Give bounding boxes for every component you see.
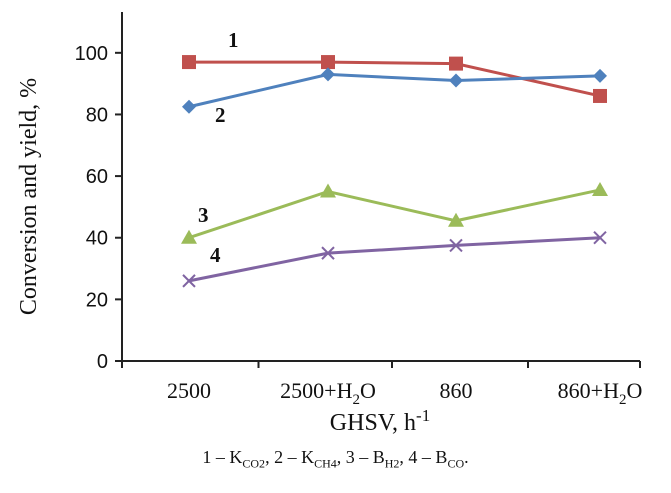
- series-label-3: 3: [198, 203, 209, 227]
- series-layer: [181, 55, 608, 288]
- series-1: [182, 55, 607, 103]
- y-tick-label: 60: [86, 166, 108, 188]
- x-axis-title: GHSV, h-1: [330, 406, 430, 436]
- data-point: [448, 212, 464, 227]
- data-point: [593, 231, 607, 245]
- data-point: [593, 68, 607, 83]
- series-4: [182, 231, 607, 288]
- data-point: [593, 88, 607, 103]
- data-point: [321, 67, 335, 82]
- data-point-stroke: [321, 246, 335, 260]
- series-line: [188, 236, 601, 283]
- data-point: [449, 56, 463, 71]
- y-tick-label: 0: [97, 351, 108, 373]
- y-tick-label: 80: [86, 104, 108, 126]
- data-point-stroke: [182, 274, 196, 288]
- series-line: [188, 188, 601, 240]
- series-label-1: 1: [228, 28, 239, 52]
- data-point: [321, 246, 335, 260]
- series-2: [182, 67, 607, 114]
- x-tick-label: 2500: [167, 378, 211, 403]
- series-label-4: 4: [210, 243, 221, 267]
- x-tick-label: 860+H2O: [558, 378, 643, 408]
- figure-caption: 1 – KCO2, 2 – KCH4, 3 – BH2, 4 – BCO.: [0, 447, 671, 472]
- caption-item: 1 – KCO2,: [202, 447, 275, 471]
- y-tick-label: 40: [86, 228, 108, 250]
- data-point: [182, 274, 196, 288]
- data-point: [320, 183, 336, 198]
- axes: 0 20 40 60 80 100 2500 2500+H2O 860 860+H2O GHSV, …: [16, 12, 642, 436]
- data-point: [321, 55, 335, 70]
- data-point: [181, 229, 197, 244]
- data-point: [449, 73, 463, 88]
- data-point: [182, 55, 196, 70]
- caption-item: 4 – BCO.: [408, 447, 469, 471]
- y-axis-title: Conversion and yield, %: [16, 78, 42, 315]
- series-3: [181, 181, 608, 244]
- x-tick-label: 2500+H2O: [280, 378, 376, 408]
- series-label-2: 2: [215, 103, 226, 127]
- data-point-stroke: [449, 238, 463, 253]
- series-line: [189, 60, 601, 98]
- y-tick-label: 20: [86, 289, 108, 311]
- data-point: [592, 181, 608, 196]
- data-point: [449, 238, 463, 253]
- data-point-stroke: [593, 231, 607, 245]
- labels-layer: 1 2 34: [198, 28, 239, 267]
- x-tick-label: 860: [440, 378, 473, 403]
- caption-item: 2 – KCH4,: [274, 447, 346, 471]
- data-point: [182, 99, 196, 114]
- line-chart: 0 20 40 60 80 100 2500 2500+H2O 860 860+H2O GHSV, …: [16, 12, 642, 436]
- y-tick-label: 100: [75, 43, 108, 65]
- caption-item: 3 – BH2,: [345, 447, 409, 471]
- series-line: [188, 72, 601, 109]
